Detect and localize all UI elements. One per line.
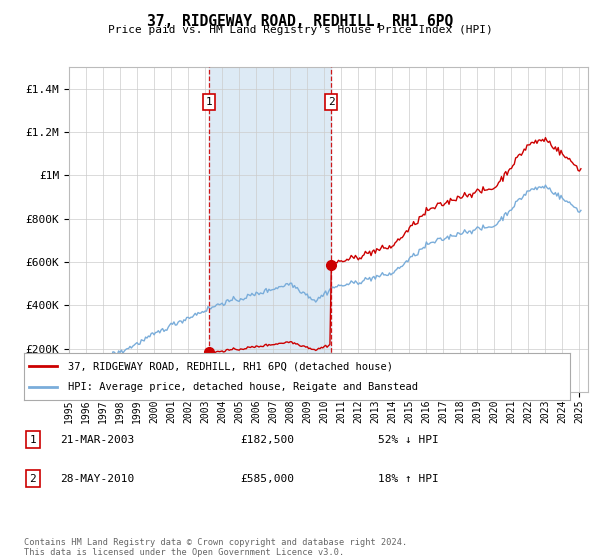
Text: 2: 2 xyxy=(29,474,37,484)
Text: 18% ↑ HPI: 18% ↑ HPI xyxy=(378,474,439,484)
Text: Contains HM Land Registry data © Crown copyright and database right 2024.
This d: Contains HM Land Registry data © Crown c… xyxy=(24,538,407,557)
Text: 52% ↓ HPI: 52% ↓ HPI xyxy=(378,435,439,445)
Bar xyxy=(209,67,331,392)
Text: 37, RIDGEWAY ROAD, REDHILL, RH1 6PQ (detached house): 37, RIDGEWAY ROAD, REDHILL, RH1 6PQ (det… xyxy=(68,361,392,371)
Text: 1: 1 xyxy=(205,97,212,107)
Text: HPI: Average price, detached house, Reigate and Banstead: HPI: Average price, detached house, Reig… xyxy=(68,382,418,392)
Text: £585,000: £585,000 xyxy=(240,474,294,484)
Text: 1: 1 xyxy=(29,435,37,445)
Text: 21-MAR-2003: 21-MAR-2003 xyxy=(60,435,134,445)
Text: 28-MAY-2010: 28-MAY-2010 xyxy=(60,474,134,484)
Text: £182,500: £182,500 xyxy=(240,435,294,445)
Text: Price paid vs. HM Land Registry's House Price Index (HPI): Price paid vs. HM Land Registry's House … xyxy=(107,25,493,35)
Text: 2: 2 xyxy=(328,97,334,107)
Text: 37, RIDGEWAY ROAD, REDHILL, RH1 6PQ: 37, RIDGEWAY ROAD, REDHILL, RH1 6PQ xyxy=(147,14,453,29)
